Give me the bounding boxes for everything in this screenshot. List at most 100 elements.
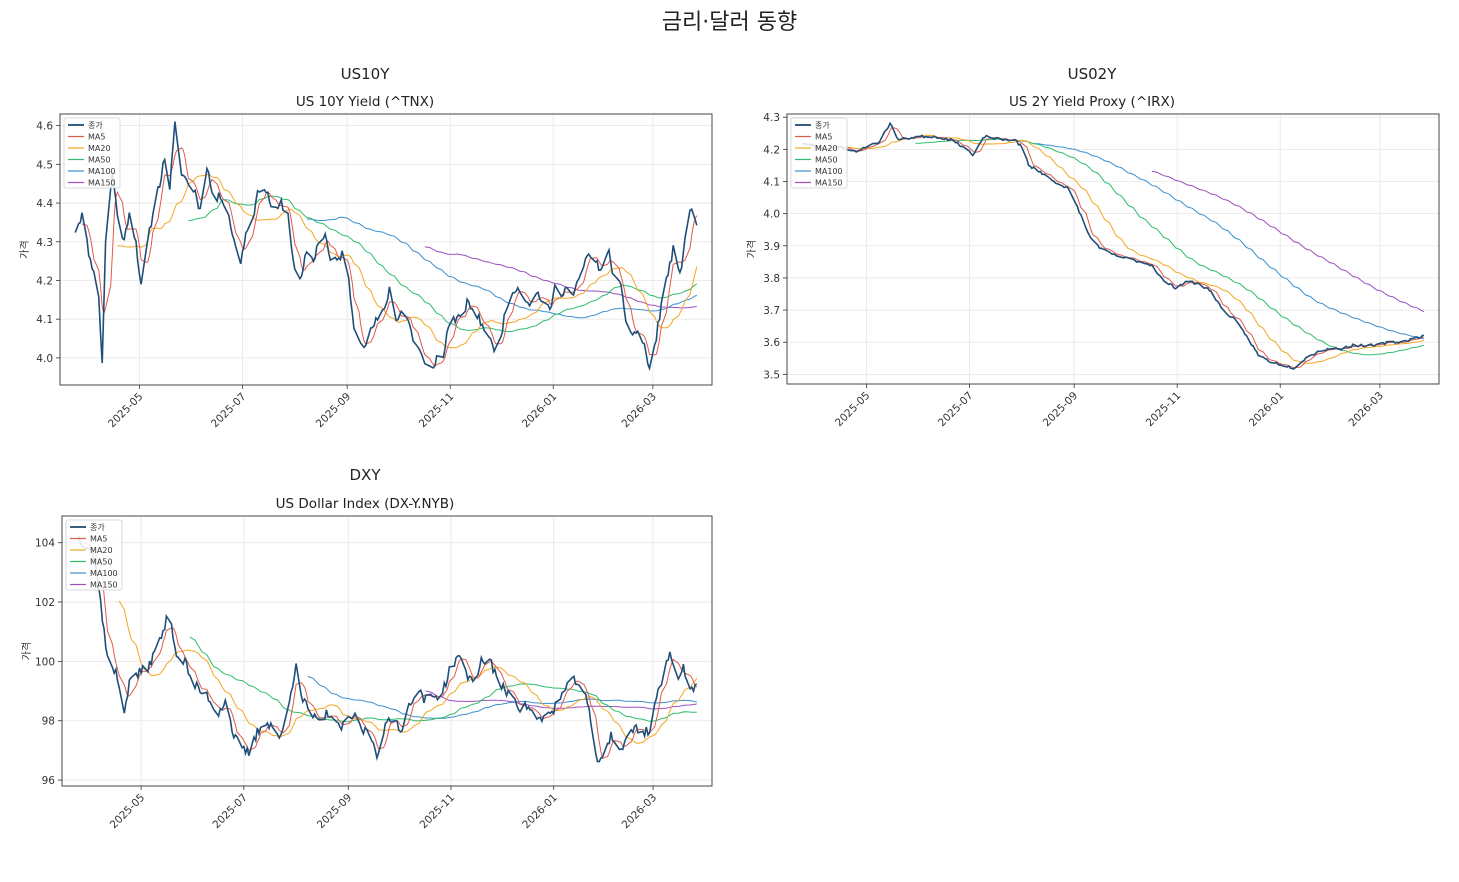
y-tick-label: 4.1 (763, 177, 780, 189)
series-close-line (802, 121, 1425, 370)
panel-title: US02Y (1067, 65, 1117, 83)
plot-frame (59, 113, 713, 386)
x-tick-label: 2026-03 (1346, 390, 1386, 430)
y-tick-label: 4.3 (36, 237, 53, 249)
y-tick-label: 4.5 (36, 159, 53, 171)
legend-label: 종가 (815, 121, 830, 130)
x-tick-label: 2026-03 (619, 391, 659, 431)
y-tick-label: 4.0 (763, 209, 780, 221)
y-tick-label: 4.2 (763, 144, 780, 156)
x-tick-label: 2025-09 (314, 391, 354, 431)
x-tick-label: 2026-03 (620, 792, 660, 832)
plot-frame (61, 515, 713, 787)
legend-label: MA5 (90, 535, 107, 544)
chart-title: US 2Y Yield Proxy (^IRX) (1008, 94, 1176, 110)
legend-label: MA150 (815, 179, 843, 188)
legend: 종가 MA5 MA20 MA50 MA100 MA150 (65, 519, 123, 591)
x-tick-label: 2026-01 (1247, 390, 1287, 430)
legend-label: MA20 (90, 546, 113, 555)
legend-label: MA50 (88, 156, 111, 165)
series-ma100-line (1033, 143, 1424, 340)
series-ma100-line (307, 676, 697, 719)
panel-dxy: DXY US Dollar Index (DX-Y.NYB) 96 98 100 10… (0, 461, 730, 861)
y-tick-label: 4.6 (36, 121, 53, 133)
y-tick-label: 96 (42, 775, 56, 787)
grid (62, 516, 712, 786)
panel-us02y: US02Y US 2Y Yield Proxy (^IRX) 3.5 3.6 3.7… (727, 60, 1457, 450)
series-ma5-line (83, 542, 698, 760)
x-tick-label: 2026-01 (520, 391, 560, 431)
series-group (76, 534, 698, 763)
x-tick-label: 2025-11 (417, 391, 457, 431)
legend-label: MA100 (90, 569, 118, 578)
series-ma50-line (189, 636, 697, 723)
x-tick-label: 2025-05 (833, 390, 873, 430)
x-tick-label: 2026-01 (520, 792, 560, 832)
series-close-line (74, 121, 698, 372)
y-tick-label: 4.0 (36, 353, 53, 365)
legend-label: MA5 (88, 133, 105, 142)
series-ma150-line (1151, 170, 1425, 313)
legend-label: MA100 (88, 167, 116, 176)
series-close-line (76, 534, 698, 763)
figure-title: 금리·달러 동향 (661, 10, 798, 35)
legend-label: MA150 (88, 179, 116, 188)
legend-label: MA150 (90, 581, 118, 590)
series-ma20-line (844, 134, 1424, 364)
x-tick-label: 2025-09 (1041, 390, 1081, 430)
series-ma50-line (188, 195, 698, 333)
x-tick-label: 2025-05 (106, 391, 146, 431)
y-tick-label: 3.6 (763, 337, 780, 349)
y-tick-label: 102 (35, 597, 55, 609)
y-axis-label: 가격 (20, 642, 33, 660)
y-tick-label: 100 (35, 656, 55, 668)
series-ma20-line (117, 173, 698, 349)
legend-label: 종가 (88, 121, 103, 130)
x-tick-label: 2025-07 (210, 792, 250, 832)
x-tick-label: 2025-09 (315, 792, 355, 832)
series-ma50-line (915, 138, 1424, 356)
chart-us02y: 3.5 3.6 3.7 3.8 3.9 4.0 4.1 4.2 4.3 2025-05 2025-0… (745, 112, 1440, 429)
panel-us10y: US10Y US 10Y Yield (^TNX) 4.0 4.1 4.2 4.3 4.… (0, 60, 730, 450)
y-tick-label: 4.3 (763, 112, 780, 124)
grid (60, 114, 712, 385)
axis-ticks: 3.5 3.6 3.7 3.8 3.9 4.0 4.1 4.2 4.3 2025-05 2025-0… (763, 112, 1386, 429)
panel-title: US10Y (340, 65, 390, 83)
y-tick-label: 3.7 (763, 305, 780, 317)
y-tick-label: 3.5 (763, 369, 780, 381)
x-tick-label: 2025-11 (1144, 390, 1184, 430)
plot-frame (786, 113, 1440, 385)
chart-title: US 10Y Yield (^TNX) (295, 94, 435, 110)
y-tick-label: 98 (42, 716, 55, 728)
series-ma20-line (118, 600, 698, 744)
legend-label: MA20 (88, 144, 111, 153)
legend-label: MA100 (815, 167, 843, 176)
chart-dxy: 96 98 100 102 104 2025-05 2025-07 2025-09 2025-1… (20, 515, 713, 832)
x-tick-label: 2025-07 (936, 390, 976, 430)
panel-title: DXY (349, 466, 381, 484)
legend-label: MA50 (815, 156, 838, 165)
x-tick-label: 2025-05 (108, 792, 148, 832)
y-axis-label: 가격 (745, 240, 758, 258)
legend-label: MA20 (815, 144, 838, 153)
legend: 종가 MA5 MA20 MA50 MA100 MA150 (790, 117, 848, 189)
legend: 종가 MA5 MA20 MA50 MA100 MA150 (63, 117, 121, 189)
series-group (74, 121, 698, 372)
chart-us10y: 4.0 4.1 4.2 4.3 4.4 4.5 4.6 2025-05 2025-07 2025-… (18, 113, 713, 431)
y-tick-label: 4.1 (36, 314, 53, 326)
y-tick-label: 3.8 (763, 273, 780, 285)
y-axis-label: 가격 (18, 240, 31, 258)
series-ma150-line (424, 246, 697, 309)
series-ma100-line (306, 216, 698, 319)
series-ma5-line (81, 147, 698, 367)
x-tick-label: 2025-11 (418, 792, 458, 832)
series-ma5-line (808, 126, 1424, 369)
y-tick-label: 104 (35, 538, 55, 550)
series-group (802, 121, 1425, 370)
grid (787, 114, 1439, 384)
legend-label: MA5 (815, 133, 832, 142)
y-tick-label: 4.4 (36, 198, 53, 210)
chart-title: US Dollar Index (DX-Y.NYB) (275, 496, 455, 512)
legend-label: MA50 (90, 558, 113, 567)
legend-label: 종가 (90, 523, 105, 532)
